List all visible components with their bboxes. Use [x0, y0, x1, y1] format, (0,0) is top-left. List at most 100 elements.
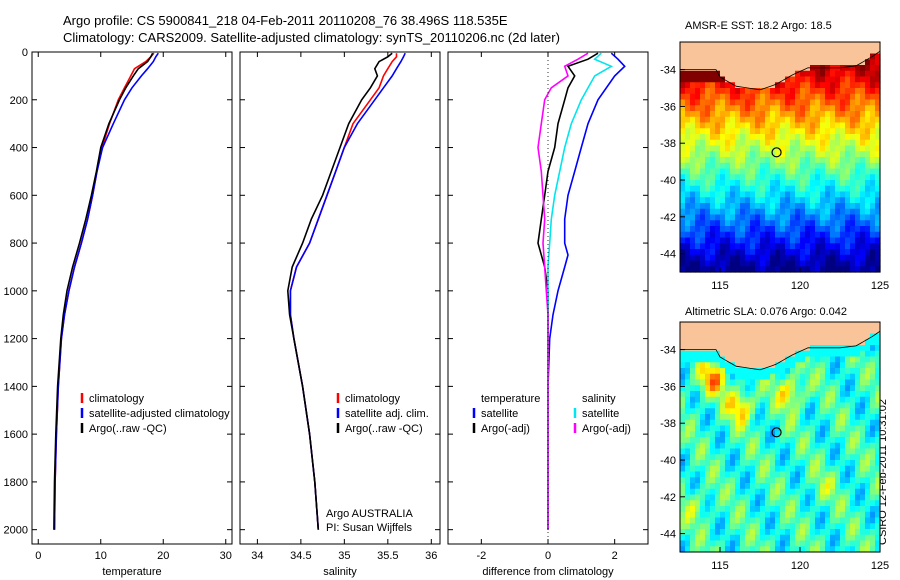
map-cell	[835, 414, 841, 421]
map-cell	[805, 214, 811, 221]
map-cell	[695, 139, 701, 147]
map-cell	[740, 385, 746, 392]
map-cell	[740, 134, 746, 141]
map-cell	[700, 231, 706, 239]
map-cell	[870, 414, 876, 421]
map-cell	[820, 546, 826, 553]
map-cell	[865, 488, 871, 496]
map-cell	[825, 414, 831, 421]
map-cell	[680, 327, 686, 335]
map-cell	[860, 448, 866, 455]
map-cell	[750, 385, 756, 392]
diff-legend-temperature-satellite: satellite	[481, 408, 518, 420]
map-cell	[765, 122, 771, 129]
map-cell	[815, 191, 821, 198]
map-cell	[820, 448, 826, 455]
map-cell	[850, 356, 856, 363]
map-cell	[810, 174, 816, 181]
map-cell	[755, 93, 761, 101]
map-cell	[820, 437, 826, 444]
map-cell	[820, 42, 826, 49]
map-cell	[700, 431, 706, 438]
map-cell	[825, 42, 831, 49]
map-cell	[875, 70, 881, 78]
map-cell	[710, 379, 716, 386]
map-cell	[750, 116, 756, 124]
map-cell	[695, 402, 701, 409]
map-cell	[815, 483, 821, 490]
x-tick-label: 10	[95, 550, 107, 562]
map-cell	[730, 105, 736, 112]
map-cell	[710, 546, 716, 553]
map-cell	[780, 243, 786, 250]
map-cell	[770, 345, 776, 352]
map-cell	[805, 185, 811, 193]
map-cell	[800, 477, 806, 484]
map-cell	[775, 191, 781, 198]
x-tick-label: 0	[545, 550, 551, 562]
map-cell	[795, 151, 801, 158]
map-cell	[805, 208, 811, 216]
map-cell	[690, 111, 696, 118]
map-cell	[755, 402, 761, 409]
map-cell	[730, 454, 736, 461]
map-cell	[705, 139, 711, 147]
map-cell	[795, 529, 801, 536]
map-cell	[780, 494, 786, 501]
map-cell	[755, 82, 761, 89]
map-cell	[870, 139, 876, 147]
map-cell	[765, 511, 771, 519]
map-cell	[745, 111, 751, 118]
map-cell	[870, 431, 876, 438]
map-cell	[870, 65, 876, 72]
map-cell	[780, 454, 786, 461]
map-cell	[720, 362, 726, 369]
map-cell	[855, 356, 861, 363]
map-cell	[830, 197, 836, 204]
map-cell	[845, 47, 851, 55]
map-cell	[860, 208, 866, 216]
map-cell	[765, 243, 771, 250]
map-cell	[775, 477, 781, 484]
map-cell	[805, 139, 811, 147]
map-cell	[720, 437, 726, 444]
map-cell	[770, 385, 776, 392]
map-cell	[845, 396, 851, 404]
map-cell	[790, 254, 796, 262]
map-cell	[685, 82, 691, 89]
map-cell	[690, 116, 696, 124]
map-cell	[765, 414, 771, 421]
map-cell	[815, 534, 821, 542]
map-cell	[705, 134, 711, 141]
map-cell	[835, 99, 841, 106]
map-cell	[735, 431, 741, 438]
map-cell	[865, 214, 871, 221]
map-cell	[795, 174, 801, 181]
map-cell	[750, 82, 756, 89]
map-cell	[795, 448, 801, 455]
map-cell	[695, 368, 701, 375]
map-cell	[870, 345, 876, 352]
map-cell	[825, 483, 831, 490]
map-cell	[830, 70, 836, 78]
map-cell	[805, 151, 811, 158]
map-cell	[715, 59, 721, 66]
map-cell	[850, 322, 856, 329]
map-cell	[850, 339, 856, 346]
map-cell	[715, 437, 721, 444]
map-cell	[690, 534, 696, 542]
map-cell	[790, 540, 796, 547]
map-cell	[720, 511, 726, 519]
map-cell	[710, 517, 716, 524]
map-cell	[680, 488, 686, 496]
map-cell	[710, 134, 716, 141]
map-cell	[745, 220, 751, 227]
map-cell	[710, 122, 716, 129]
map-cell	[845, 53, 851, 60]
map-cell	[855, 214, 861, 221]
map-cell	[840, 339, 846, 346]
map-cell	[770, 168, 776, 175]
map-cell	[860, 517, 866, 524]
map-cell	[810, 500, 816, 507]
map-cell	[870, 465, 876, 473]
